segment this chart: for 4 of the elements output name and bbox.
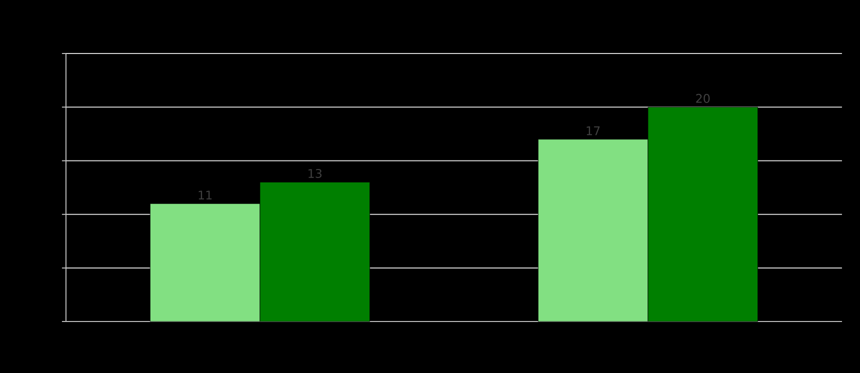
data-label: 13 [308,168,322,178]
data-label: 17 [586,126,600,136]
data-label: 20 [696,94,710,103]
data-label: 11 [198,190,212,200]
